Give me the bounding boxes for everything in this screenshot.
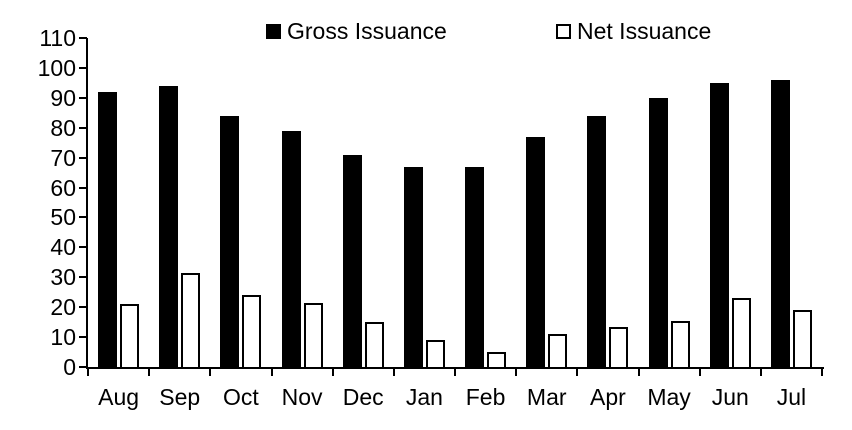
x-axis-tick [821,367,823,376]
y-axis-tick-label: 100 [37,54,76,81]
x-axis-month-label: Dec [342,384,384,410]
x-axis-tick [331,367,334,376]
x-axis-month-label: Jul [776,384,807,410]
net-issuance-bar [181,272,201,367]
net-issuance-bar [242,295,262,367]
x-axis-tick [698,367,701,376]
y-axis-tick [79,66,87,69]
y-axis-tick [79,366,87,368]
x-axis-month-label: Jan [405,384,443,410]
net-issuance-bar [670,320,690,367]
net-issuance-bar [792,310,812,367]
gross-issuance-bar [220,115,240,367]
y-axis-tick [79,96,87,99]
y-axis-tick-label: 40 [50,234,76,261]
gross-issuance-bar [342,154,362,367]
net-issuance-bar [364,322,384,367]
gross-issuance-bar [709,82,729,367]
gross-issuance-swatch-icon [266,24,281,39]
x-axis-tick [576,367,579,376]
y-axis-tick-label: 110 [39,25,76,51]
gross-issuance-bar [98,91,117,367]
legend-label-gross-issuance: Gross Issuance [287,18,447,44]
y-axis-tick [79,276,87,279]
x-axis-tick [270,367,273,376]
y-axis-tick-label: 60 [50,174,76,201]
x-axis-month-label: Feb [465,384,506,410]
y-axis-line [86,38,88,369]
x-axis-month-label: Nov [281,384,323,410]
y-axis-tick [79,156,87,159]
y-axis-tick [79,216,87,219]
x-axis-month-label: Sep [159,384,201,410]
gross-issuance-bar [465,166,484,367]
y-axis-tick [79,246,87,249]
x-axis-tick [515,367,518,376]
x-axis-month-label: Apr [590,384,626,410]
y-axis-tick-label: 50 [50,204,76,231]
y-axis-tick-label: 30 [50,264,76,291]
x-axis-month-label: Aug [98,384,140,410]
y-axis-tick-label: 10 [50,324,76,351]
x-axis-tick [148,367,151,376]
y-axis-tick [79,306,87,309]
net-issuance-bar [609,326,629,367]
plot-area: 0 10 20 30 40 50 60 70 80 90 100 110 Aug Sep Oct Nov Dec… [38,26,824,409]
y-axis-tick-label: 70 [50,144,76,171]
x-axis-tick [209,367,212,376]
net-issuance-bar [303,302,323,367]
y-axis-tick-label: 80 [50,114,76,141]
x-axis-tick [759,367,762,376]
x-axis-tick [87,367,89,376]
net-issuance-bar [120,304,139,367]
gross-issuance-bar [648,97,668,367]
y-axis-tick [79,336,87,339]
x-axis-tick [637,367,640,376]
y-axis-tick [79,186,87,189]
y-axis-tick-label: 20 [50,294,76,321]
net-issuance-bar [548,334,568,367]
gross-issuance-bar [770,79,790,367]
y-axis-tick-label: 90 [50,84,76,111]
legend-item-net-issuance: Net Issuance [556,20,711,43]
y-axis-tick [79,126,87,129]
x-axis-month-label: Mar [526,384,567,410]
x-axis-tick [392,367,395,376]
gross-issuance-bar [159,85,179,367]
gross-issuance-bar [403,166,423,367]
net-issuance-bar [425,340,445,367]
net-issuance-swatch-icon [556,24,571,39]
x-axis-month-label: Jun [711,384,749,410]
net-issuance-bar [487,352,506,367]
gross-issuance-bar [587,115,607,367]
legend-label-net-issuance: Net Issuance [577,18,712,44]
y-axis-tick [79,37,87,39]
net-issuance-bar [731,298,751,367]
gross-issuance-bar [281,130,301,367]
x-axis-tick [454,367,456,376]
y-axis-tick-label: 0 [63,354,76,380]
gross-issuance-bar [526,136,546,367]
legend-item-gross-issuance: Gross Issuance [266,20,447,43]
x-axis-month-label: May [647,384,691,410]
x-axis-month-label: Oct [223,384,259,410]
